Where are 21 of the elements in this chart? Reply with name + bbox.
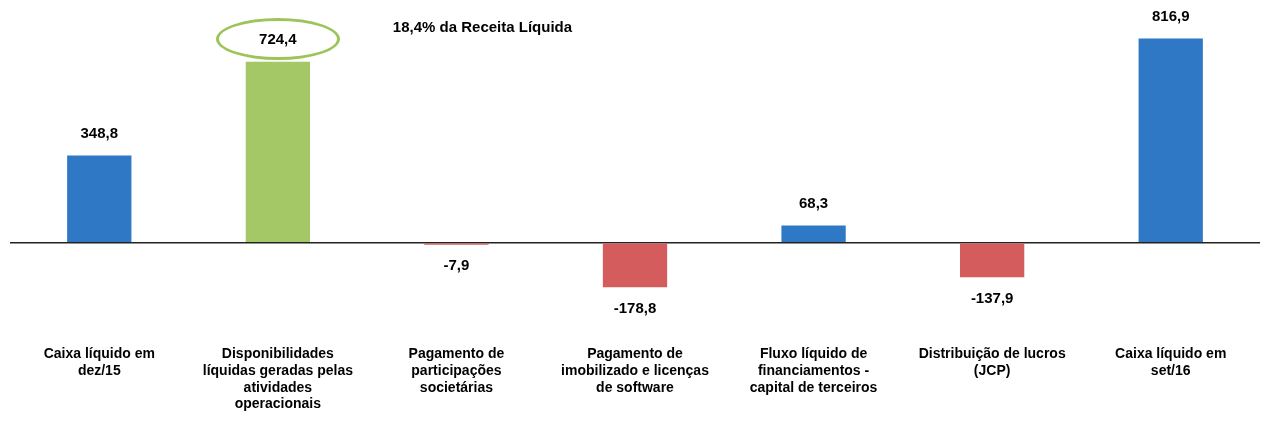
data-label: -178,8	[613, 299, 657, 316]
data-label: 816,9	[1151, 7, 1190, 25]
data-label: -137,9	[970, 288, 1014, 306]
x-tick-label: Distribuição de lucros (JCP)	[918, 345, 1066, 378]
x-tick-label: Pagamento de imobilizado e licenças de software	[561, 345, 710, 395]
x-tick-label: Fluxo líquido de financiamentos - capital de terceiros	[749, 345, 878, 395]
data-label: 348,8	[80, 124, 119, 142]
bar	[960, 243, 1025, 278]
bar	[67, 155, 132, 242]
x-tick-label: Disponibilidades líquidas geradas pelas atividades operacionais	[202, 345, 354, 412]
bar	[245, 61, 310, 242]
x-tick-label: Caixa líquido em dez/15	[43, 345, 155, 378]
x-tick-label: Caixa líquido em set/16	[1115, 345, 1227, 378]
bar	[1138, 38, 1203, 242]
data-label: 724,4	[259, 30, 298, 48]
data-label: 68,3	[798, 194, 829, 212]
bar	[602, 243, 668, 288]
data-label: -7,9	[443, 256, 470, 274]
x-tick-label: Pagamento de participações societárias	[408, 345, 505, 395]
bar	[781, 225, 846, 242]
text: 18,4% da Receita Líquida	[392, 18, 573, 36]
